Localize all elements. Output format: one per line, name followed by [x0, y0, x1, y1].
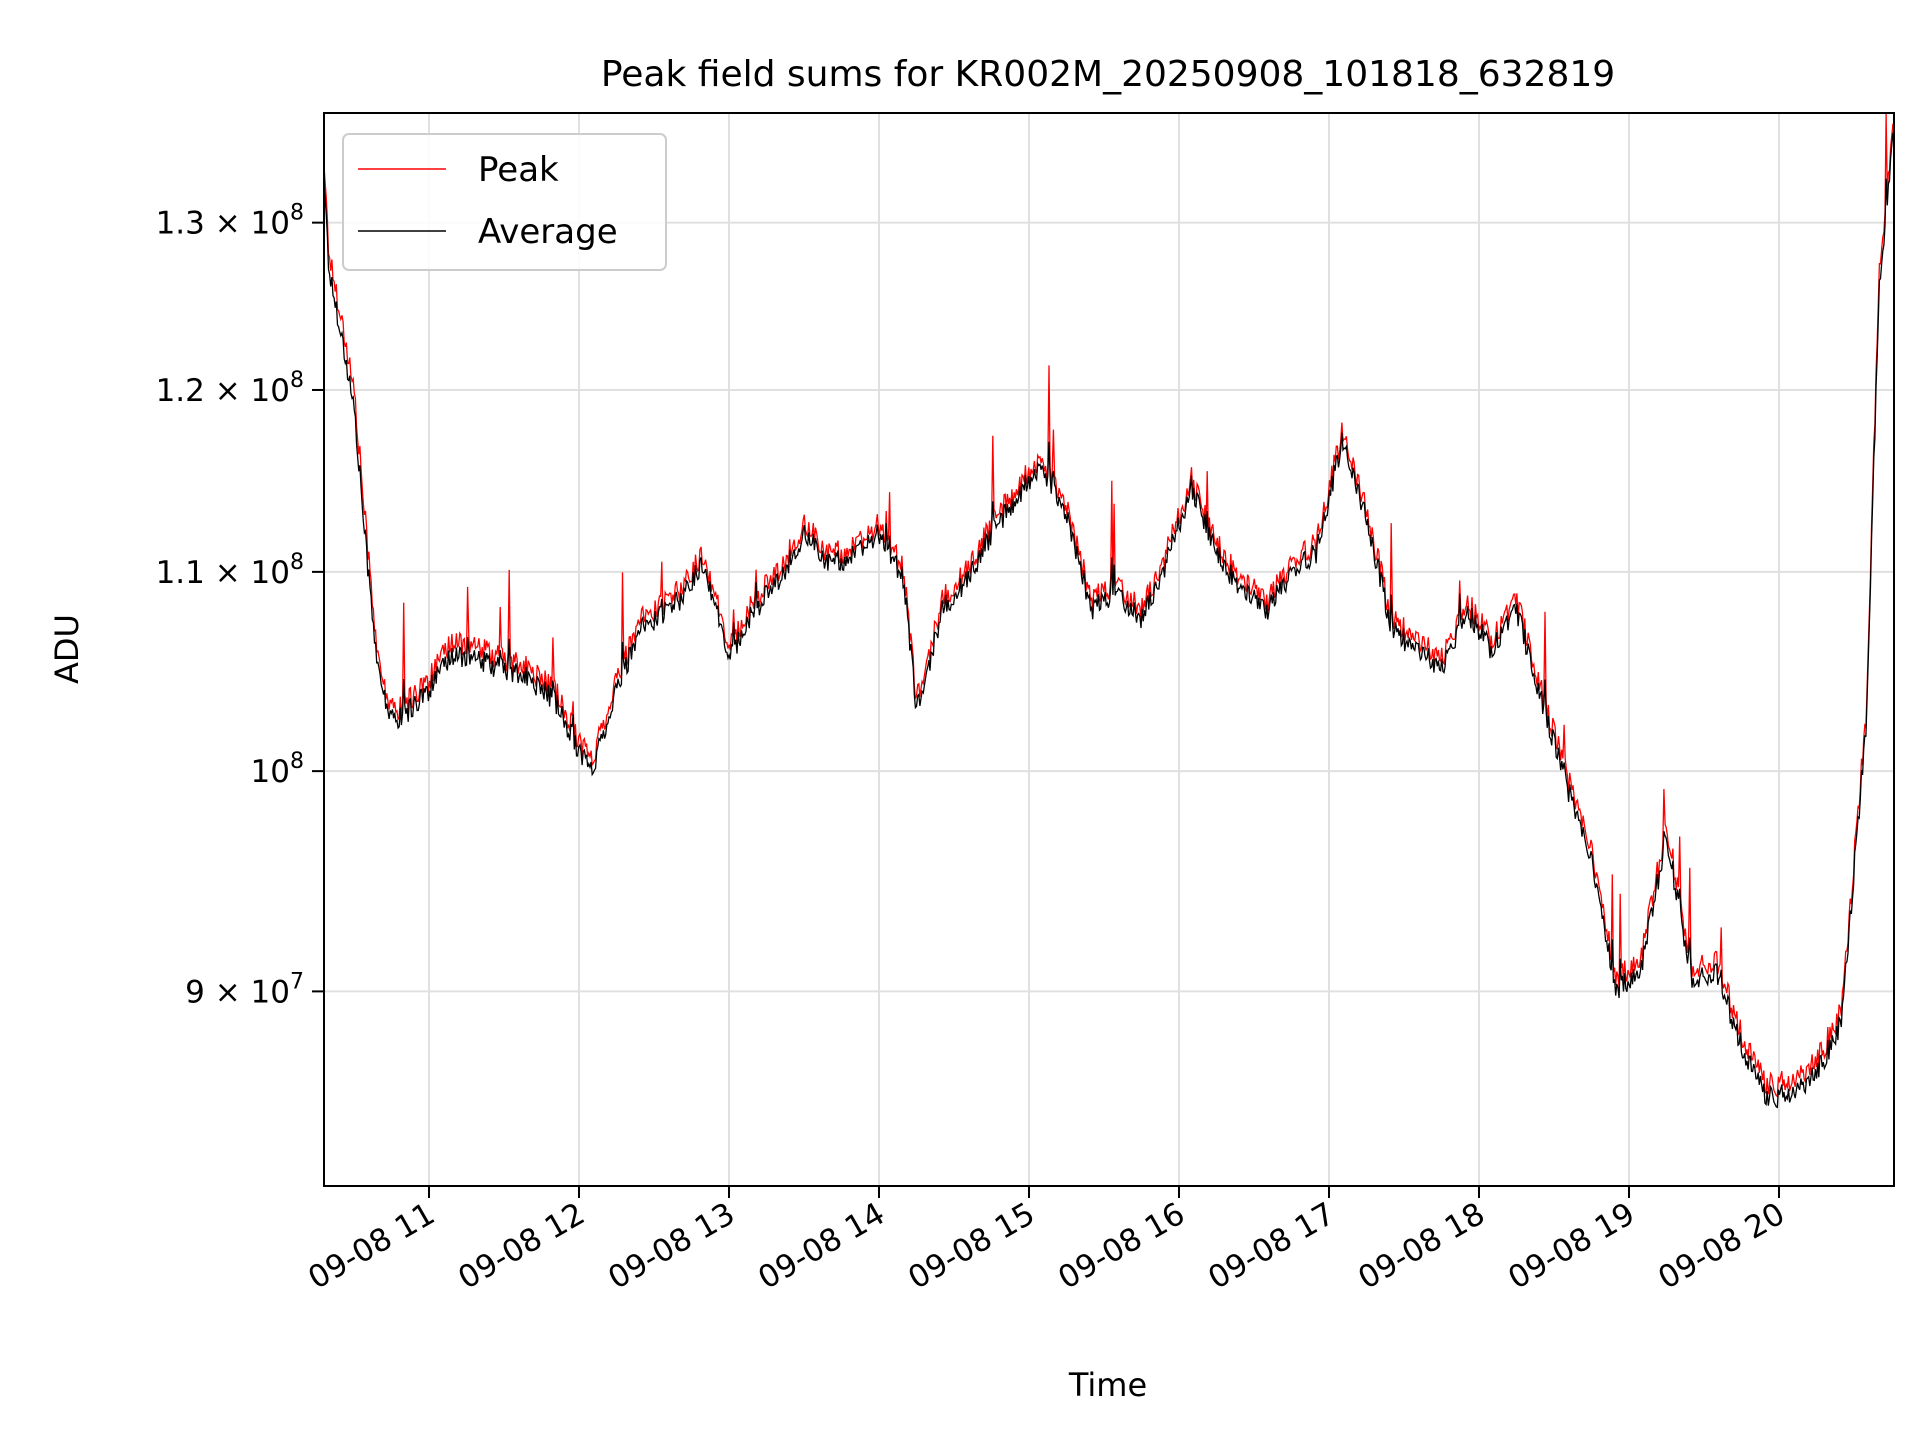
- plot-frame: [323, 112, 1895, 1187]
- legend: Peak Average: [342, 133, 667, 271]
- chart-title: Peak field sums for KR002M_20250908_1018…: [601, 54, 1615, 95]
- peak-series-line: [323, 112, 1895, 1098]
- y-tick-label: 1.1 × 108: [156, 550, 304, 591]
- y-tick-label: 1.3 × 108: [156, 201, 304, 242]
- y-tick-label: 9 × 107: [185, 969, 304, 1010]
- y-tick-label: 108: [251, 749, 304, 790]
- y-tick-label: 1.2 × 108: [156, 368, 304, 409]
- legend-label-average: Average: [478, 212, 618, 252]
- legend-box: [342, 133, 667, 271]
- legend-label-peak: Peak: [478, 150, 559, 190]
- y-axis-label: ADU: [48, 614, 86, 684]
- x-axis-label: Time: [1068, 1366, 1147, 1404]
- average-series-line: [323, 131, 1895, 1109]
- average-series: [323, 131, 1895, 1109]
- peak-series: [323, 112, 1895, 1098]
- gridlines: [324, 113, 1894, 1186]
- y-axis: 9 × 107 108 1.1 × 108 1.2 × 108 1.3 × 108: [156, 201, 324, 1010]
